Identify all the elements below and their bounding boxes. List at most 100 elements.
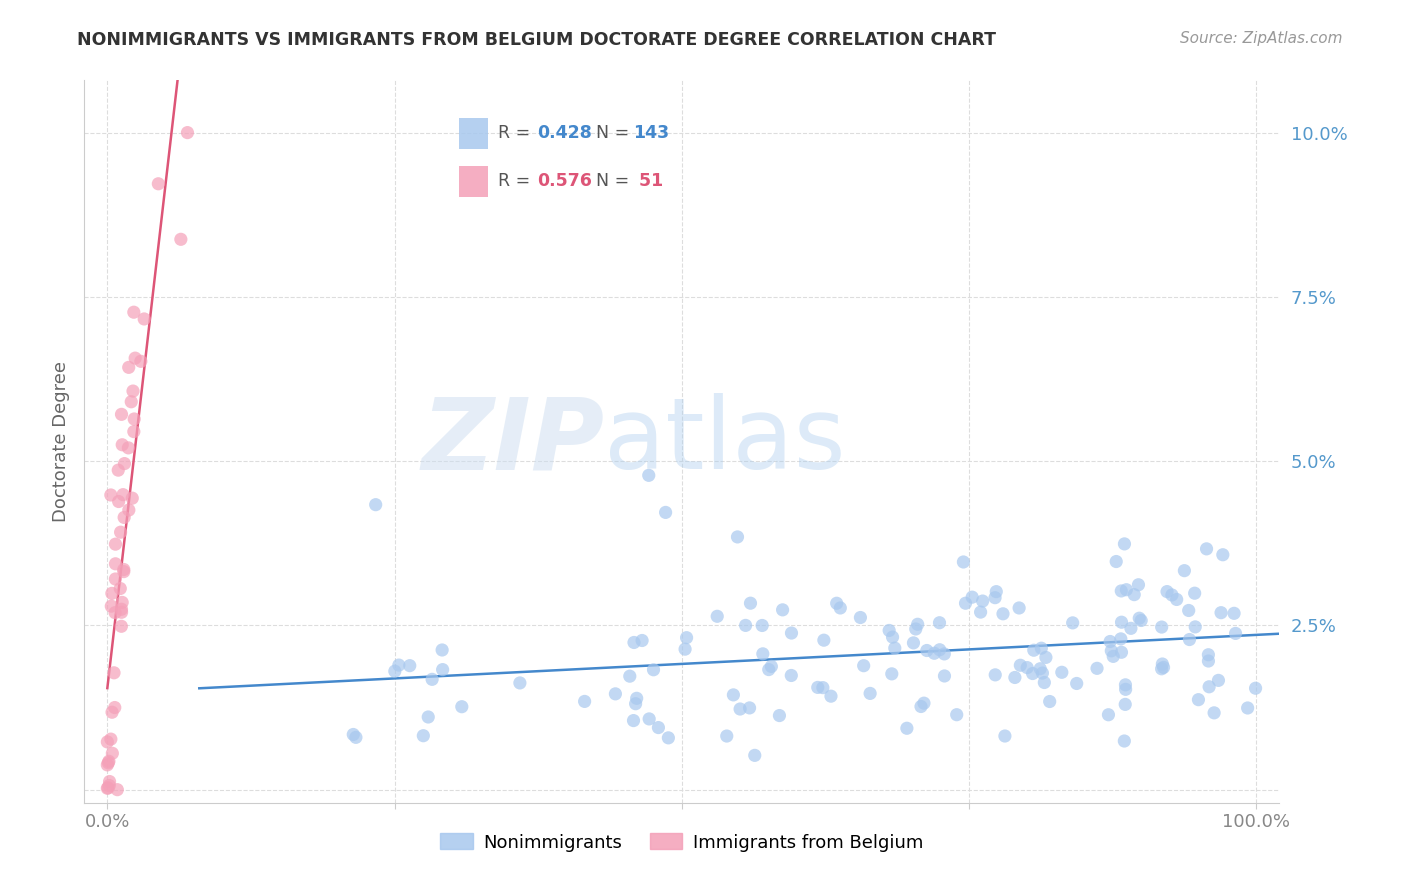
- Point: [1109, 632, 1132, 646]
- Point: [118, 360, 141, 375]
- Point: [1208, 673, 1230, 688]
- Point: [134, 312, 156, 326]
- Point: [960, 590, 983, 604]
- Point: [1225, 626, 1247, 640]
- Point: [952, 555, 974, 569]
- Point: [107, 463, 129, 477]
- Point: [740, 596, 762, 610]
- Point: [1114, 734, 1136, 748]
- Point: [388, 658, 411, 673]
- Point: [1128, 578, 1150, 592]
- Point: [738, 701, 761, 715]
- Point: [344, 731, 367, 745]
- Point: [1039, 694, 1062, 708]
- Point: [969, 605, 991, 619]
- Point: [904, 622, 927, 636]
- Point: [96, 735, 118, 749]
- Point: [623, 635, 645, 649]
- Point: [1111, 645, 1133, 659]
- Point: [412, 729, 434, 743]
- Point: [723, 688, 745, 702]
- Point: [104, 537, 127, 551]
- Point: [1033, 675, 1056, 690]
- Point: [751, 618, 773, 632]
- Point: [1099, 644, 1122, 658]
- Point: [820, 689, 842, 703]
- Point: [1062, 615, 1084, 630]
- Point: [105, 782, 128, 797]
- Point: [984, 668, 1007, 682]
- Point: [129, 354, 152, 368]
- Point: [1156, 584, 1178, 599]
- Point: [122, 425, 145, 439]
- Point: [1166, 592, 1188, 607]
- Point: [1184, 620, 1206, 634]
- Point: [110, 619, 132, 633]
- Point: [772, 603, 794, 617]
- Point: [121, 491, 143, 505]
- Point: [1022, 643, 1045, 657]
- Point: [619, 669, 641, 683]
- Point: [626, 691, 648, 706]
- Point: [117, 441, 139, 455]
- Point: [1114, 537, 1136, 551]
- Point: [1021, 666, 1043, 681]
- Point: [1150, 620, 1173, 634]
- Point: [450, 699, 472, 714]
- Point: [922, 646, 945, 660]
- Point: [752, 647, 775, 661]
- Point: [1198, 680, 1220, 694]
- Point: [1204, 706, 1226, 720]
- Point: [1197, 648, 1219, 662]
- Point: [1097, 707, 1119, 722]
- Point: [1223, 607, 1246, 621]
- Point: [928, 642, 950, 657]
- Point: [104, 700, 127, 714]
- Point: [1152, 657, 1174, 671]
- Point: [112, 510, 135, 524]
- Point: [1115, 582, 1137, 597]
- Point: [934, 669, 956, 683]
- Point: [1184, 586, 1206, 600]
- Point: [1017, 660, 1039, 674]
- Point: [673, 642, 696, 657]
- Point: [112, 488, 135, 502]
- Point: [97, 780, 120, 795]
- Point: [1244, 681, 1267, 696]
- Point: [1236, 701, 1258, 715]
- Point: [605, 687, 627, 701]
- Point: [637, 468, 659, 483]
- Point: [110, 602, 132, 616]
- Point: [912, 696, 935, 710]
- Point: [342, 727, 364, 741]
- Point: [734, 618, 756, 632]
- Point: [103, 665, 125, 680]
- Point: [986, 584, 1008, 599]
- Point: [1066, 676, 1088, 690]
- Point: [118, 503, 141, 517]
- Point: [1031, 666, 1053, 681]
- Point: [420, 673, 443, 687]
- Point: [176, 126, 198, 140]
- Point: [107, 494, 129, 508]
- Point: [418, 710, 440, 724]
- Point: [880, 666, 903, 681]
- Point: [101, 586, 124, 600]
- Text: atlas: atlas: [605, 393, 846, 490]
- Point: [384, 664, 406, 678]
- Point: [984, 591, 1007, 605]
- Point: [104, 606, 127, 620]
- Point: [110, 525, 132, 540]
- Point: [1010, 658, 1032, 673]
- Point: [1114, 678, 1136, 692]
- Point: [122, 305, 145, 319]
- Point: [1099, 634, 1122, 648]
- Point: [1105, 555, 1128, 569]
- Point: [124, 351, 146, 365]
- Point: [631, 633, 654, 648]
- Point: [110, 408, 132, 422]
- Point: [432, 663, 454, 677]
- Point: [101, 705, 124, 719]
- Y-axis label: Doctorate Degree: Doctorate Degree: [52, 361, 70, 522]
- Point: [657, 731, 679, 745]
